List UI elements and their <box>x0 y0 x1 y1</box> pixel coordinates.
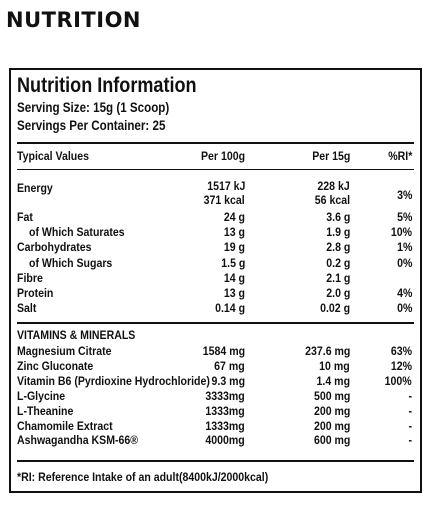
nutrient-per15: 2.0 g <box>325 286 350 300</box>
energy-ri: 3% <box>396 188 412 202</box>
nutrient-per100: 13 g <box>223 286 245 300</box>
energy-per100-kj: 1517 kJ <box>206 179 245 193</box>
vitamin-label: Chamomile Extract <box>17 418 113 433</box>
vitamin-ri: - <box>408 418 412 433</box>
vitamin-per100: 1333mg <box>205 418 245 433</box>
vitamin-ri: 100% <box>384 373 412 388</box>
nutrient-label: Fibre <box>17 270 43 285</box>
nutrient-per100: 1.5 g <box>220 255 245 270</box>
vitamin-per100: 4000mg <box>205 433 245 448</box>
vitamin-per100: 1333mg <box>205 403 245 418</box>
vitamin-per100: 9.3 mg <box>211 373 245 388</box>
rule-header-top <box>17 142 414 144</box>
serving-size: Serving Size: 15g (1 Scoop) <box>17 100 170 115</box>
nutrition-panel: Nutrition Information Serving Size: 15g … <box>9 68 422 493</box>
nutrient-ri: 10% <box>390 225 412 240</box>
nutrient-ri: 1% <box>396 240 412 255</box>
vitamin-per15: 200 mg <box>313 403 350 418</box>
vitamin-ri: 12% <box>390 358 412 373</box>
nutrient-ri: 0% <box>396 301 412 316</box>
energy-per100-kcal: 371 kcal <box>203 193 245 207</box>
vitamin-label: Magnesium Citrate <box>17 344 112 358</box>
panel-title: Nutrition Information <box>17 74 197 97</box>
nutrient-ri: 0% <box>396 255 412 270</box>
vitamin-label: L-Glycine <box>17 388 66 403</box>
vitamin-ri: - <box>408 403 412 418</box>
nutrient-per100: 19 g <box>223 240 245 255</box>
nutrient-per15: 2.1 g <box>325 270 350 285</box>
nutrient-per15: 2.8 g <box>325 240 350 255</box>
energy-per15-kcal: 56 kcal <box>314 193 350 207</box>
energy-label: Energy <box>17 181 53 195</box>
col-per-15g: Per 15g <box>311 149 350 163</box>
vitamin-label: L-Theanine <box>17 403 74 418</box>
nutrient-per100: 13 g <box>223 225 245 240</box>
vitamin-ri: 63% <box>390 344 412 358</box>
vitamin-per100: 3333mg <box>205 388 245 403</box>
nutrient-label: Salt <box>17 301 37 316</box>
col-typical-values: Typical Values <box>17 149 90 163</box>
col-ri: %RI* <box>387 149 412 163</box>
vitamin-per15: 1.4 mg <box>316 373 350 388</box>
nutrient-per100: 14 g <box>223 270 245 285</box>
nutrient-per15: 3.6 g <box>325 210 350 224</box>
nutrient-label: Carbohydrates <box>17 240 92 255</box>
vitamin-label: Zinc Gluconate <box>17 358 94 373</box>
nutrient-ri: 4% <box>396 286 412 300</box>
servings-per-container: Servings Per Container: 25 <box>17 118 166 133</box>
nutrient-label: of Which Saturates <box>29 225 125 240</box>
nutrient-per15: 0.2 g <box>325 255 350 270</box>
col-per-100g: Per 100g <box>200 149 245 163</box>
vitamin-label: Ashwagandha KSM-66® <box>17 433 139 448</box>
page-heading: NUTRITION <box>6 8 142 32</box>
rule-header-bottom <box>17 169 414 170</box>
vitamins-title: VITAMINS & MINERALS <box>17 328 136 342</box>
nutrient-per15: 1.9 g <box>325 225 350 240</box>
nutrient-per15: 0.02 g <box>320 301 350 316</box>
rule-vitamins-top <box>17 322 414 324</box>
vitamin-per100: 67 mg <box>214 358 245 373</box>
rule-footnote-top <box>17 460 414 462</box>
nutrient-ri: 5% <box>396 210 412 224</box>
vitamin-ri: - <box>408 388 412 403</box>
footnote: *RI: Reference Intake of an adult(8400kJ… <box>17 470 269 484</box>
energy-per15-kj: 228 kJ <box>317 179 350 193</box>
vitamin-per15: 500 mg <box>313 388 350 403</box>
vitamin-per15: 10 mg <box>319 358 350 373</box>
vitamin-per15: 600 mg <box>313 433 350 448</box>
vitamin-ri: - <box>408 433 412 448</box>
nutrient-per100: 0.14 g <box>215 301 245 316</box>
nutrient-label: Fat <box>17 210 33 224</box>
vitamin-per15: 237.6 mg <box>304 344 350 358</box>
nutrient-label: Protein <box>17 286 54 300</box>
vitamin-label: Vitamin B6 (Pyrdioxine Hydrochloride) <box>17 373 210 388</box>
vitamin-per100: 1584 mg <box>202 344 245 358</box>
nutrient-label: of Which Sugars <box>29 255 113 270</box>
nutrient-per100: 24 g <box>223 210 245 224</box>
vitamin-per15: 200 mg <box>313 418 350 433</box>
